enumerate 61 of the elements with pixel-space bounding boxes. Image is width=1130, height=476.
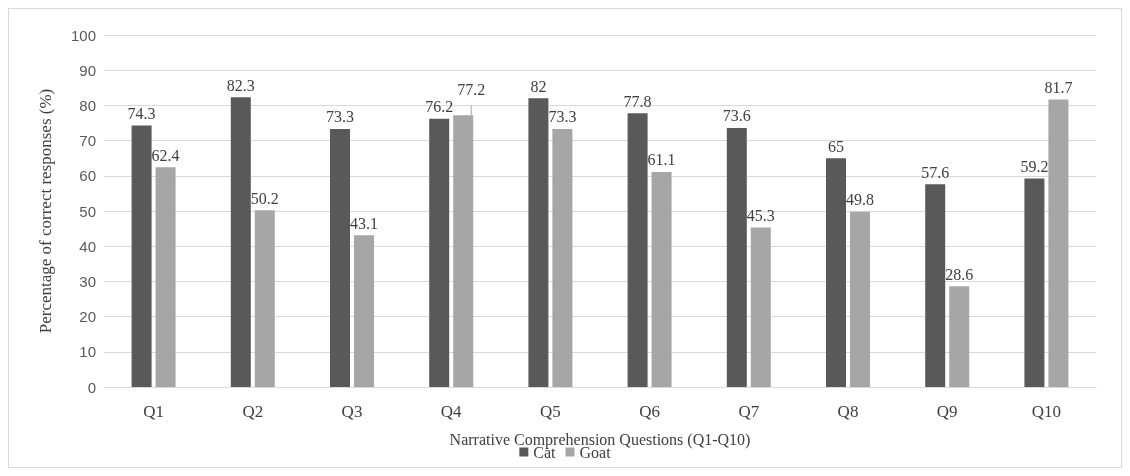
y-tick-label: 80 bbox=[79, 96, 96, 114]
x-tick-label: Q2 bbox=[242, 402, 264, 421]
x-tick-label: Q4 bbox=[440, 402, 463, 421]
bar bbox=[726, 127, 747, 387]
data-label: 81.7 bbox=[1044, 78, 1073, 96]
y-tick-label: 90 bbox=[79, 61, 96, 79]
bar bbox=[750, 227, 771, 387]
bar bbox=[1024, 178, 1045, 387]
data-label: 28.6 bbox=[945, 265, 974, 283]
data-label: 77.2 bbox=[457, 80, 486, 98]
bar bbox=[330, 128, 350, 387]
bar bbox=[131, 125, 152, 387]
bar bbox=[651, 171, 672, 387]
x-tick-label: Q9 bbox=[936, 402, 958, 421]
data-label: 61.1 bbox=[647, 151, 676, 169]
y-tick-label: 30 bbox=[79, 272, 96, 290]
data-label: 73.3 bbox=[548, 108, 577, 126]
y-tick-label: 40 bbox=[79, 237, 96, 255]
bar bbox=[850, 211, 870, 387]
data-label: 73.6 bbox=[722, 107, 751, 125]
bar bbox=[155, 167, 176, 387]
x-tick-label: Q3 bbox=[341, 402, 363, 421]
bar bbox=[354, 235, 374, 387]
data-label: 74.3 bbox=[127, 104, 156, 122]
data-label: 45.3 bbox=[746, 207, 775, 225]
data-label: 49.8 bbox=[846, 191, 874, 209]
x-tick-label: Q8 bbox=[837, 402, 859, 421]
y-tick-label: 20 bbox=[79, 308, 96, 326]
x-tick-label: Q5 bbox=[540, 402, 561, 421]
y-tick-label: 100 bbox=[70, 26, 96, 44]
bar bbox=[925, 184, 946, 387]
bar bbox=[552, 128, 573, 387]
y-axis-title: Percentage of correct responses (%) bbox=[36, 88, 55, 334]
data-label: 82.3 bbox=[226, 76, 255, 94]
x-tick-label: Q7 bbox=[738, 402, 760, 421]
data-label: 43.1 bbox=[350, 214, 378, 232]
data-label: 59.2 bbox=[1020, 158, 1049, 176]
data-label: 77.8 bbox=[623, 92, 652, 110]
data-label: 73.3 bbox=[326, 108, 354, 126]
x-tick-label: Q1 bbox=[143, 402, 164, 421]
data-label: 76.2 bbox=[425, 98, 454, 116]
bar bbox=[949, 286, 970, 387]
data-label: 65 bbox=[828, 137, 844, 155]
bar bbox=[230, 97, 251, 387]
y-tick-label: 10 bbox=[79, 343, 96, 361]
x-tick-label: Q10 bbox=[1031, 402, 1062, 421]
data-label: 57.6 bbox=[921, 163, 950, 181]
bar bbox=[254, 210, 275, 387]
y-tick-label: 70 bbox=[79, 132, 96, 150]
data-label: 82 bbox=[530, 77, 547, 95]
y-tick-label: 0 bbox=[87, 378, 96, 396]
y-tick-label: 60 bbox=[79, 167, 96, 185]
bar bbox=[1048, 99, 1069, 387]
data-label: 62.4 bbox=[151, 146, 180, 164]
data-label: 50.2 bbox=[250, 189, 279, 207]
bar bbox=[826, 158, 846, 387]
y-tick-label: 50 bbox=[79, 202, 96, 220]
bar bbox=[528, 98, 549, 387]
x-tick-label: Q6 bbox=[639, 402, 660, 421]
bar bbox=[429, 118, 450, 387]
bar bbox=[627, 113, 648, 387]
